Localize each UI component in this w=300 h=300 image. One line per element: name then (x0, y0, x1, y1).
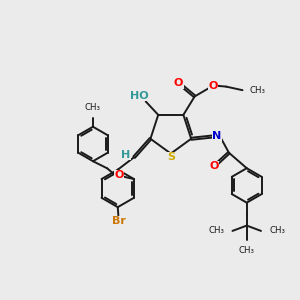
Text: S: S (167, 152, 175, 162)
Text: CH₃: CH₃ (239, 246, 255, 255)
Text: O: O (208, 81, 218, 91)
Text: O: O (209, 161, 218, 171)
Text: O: O (174, 78, 183, 88)
Text: Br: Br (112, 216, 126, 226)
Text: O: O (114, 170, 124, 180)
Text: CH₃: CH₃ (269, 226, 285, 236)
Text: CH₃: CH₃ (208, 226, 224, 236)
Text: N: N (212, 131, 222, 141)
Text: CH₃: CH₃ (249, 86, 265, 95)
Text: HO: HO (130, 91, 148, 100)
Text: CH₃: CH₃ (85, 103, 101, 112)
Text: H: H (121, 150, 130, 160)
